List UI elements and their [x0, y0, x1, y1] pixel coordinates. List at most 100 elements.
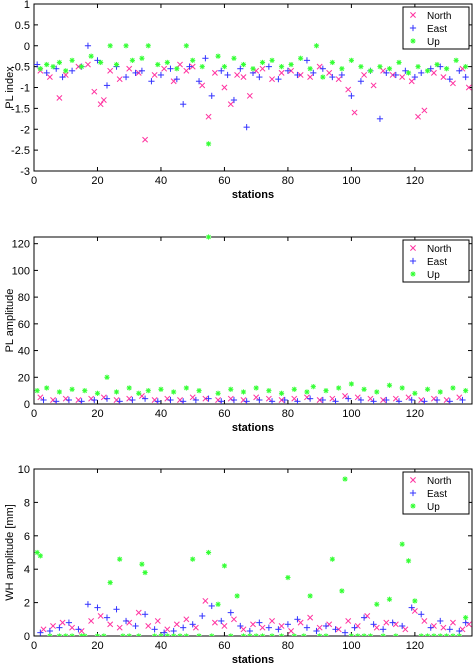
point-north [430, 69, 437, 76]
point-east [462, 73, 469, 81]
y-tick-label: 8 [24, 497, 30, 509]
point-east [399, 622, 406, 630]
y-axis-label: PL amplitude [4, 289, 16, 353]
x-axis-label: stations [232, 189, 274, 201]
y-tick-label: 6 [24, 531, 30, 543]
point-up [228, 633, 234, 636]
point-north [192, 624, 199, 631]
point-east [161, 629, 168, 636]
point-up [323, 388, 329, 394]
legend: North East Up [402, 471, 470, 515]
point-north [234, 72, 241, 78]
point-north [126, 65, 133, 72]
point-east [186, 63, 193, 70]
point-up [63, 68, 69, 74]
point-up [190, 556, 196, 562]
point-north [154, 618, 161, 624]
point-north [161, 65, 168, 72]
point-north [205, 113, 212, 120]
point-up [444, 633, 450, 636]
point-north [440, 624, 447, 631]
point-east [281, 396, 288, 404]
point-north [211, 69, 218, 76]
point-north [50, 623, 56, 629]
point-north [456, 394, 463, 401]
point-east [446, 626, 453, 633]
point-east [189, 621, 196, 628]
data-points [34, 234, 469, 404]
x-tick-label: 0 [31, 408, 37, 420]
point-north [151, 72, 158, 78]
point-up [412, 390, 418, 396]
y-tick-label: 120 [12, 239, 30, 251]
point-east [433, 396, 441, 404]
point-up [456, 633, 462, 636]
point-up [139, 55, 145, 61]
point-east [370, 398, 377, 404]
legend-marker-up [410, 38, 416, 44]
x-tick-label: 120 [406, 640, 424, 652]
point-up [94, 633, 101, 636]
point-up [136, 633, 142, 636]
point-north [91, 88, 98, 95]
point-east [329, 73, 336, 81]
point-up [196, 633, 202, 636]
point-up [107, 579, 113, 586]
point-north [202, 597, 209, 604]
point-east [218, 617, 225, 625]
point-east [208, 92, 215, 99]
point-east [446, 398, 453, 404]
point-north [326, 69, 333, 76]
legend-marker-north [410, 477, 416, 483]
point-north [227, 101, 234, 108]
point-up [317, 633, 323, 636]
point-up [215, 390, 221, 396]
point-east [224, 71, 231, 79]
point-north [278, 69, 285, 76]
point-east [230, 96, 238, 104]
point-up [69, 386, 75, 392]
point-up [142, 569, 148, 576]
point-up [215, 53, 221, 59]
y-tick-label: -3 [20, 166, 30, 178]
y-tick-label: 0 [24, 631, 30, 643]
point-north [465, 84, 472, 91]
point-up [259, 633, 266, 636]
x-tick-label: 120 [406, 175, 424, 187]
y-axis-label: WH amplitude [mm] [4, 504, 16, 601]
point-up [199, 64, 205, 70]
y-tick-label: -1.5 [11, 103, 30, 115]
point-east [91, 396, 98, 404]
point-north [288, 628, 295, 634]
chart-panel-1: 0 20 40 60 80 100 120 -3 -2.5 -2 -1.5 -1 -0.5 0 0.5 1 st… [4, 0, 473, 201]
point-up [386, 596, 393, 602]
point-up [209, 633, 215, 636]
legend-marker-north [410, 12, 416, 18]
point-up [301, 633, 307, 636]
point-north [408, 78, 415, 85]
point-north [373, 624, 380, 631]
point-up [183, 633, 189, 636]
point-east [310, 69, 317, 76]
point-north [100, 97, 107, 103]
point-up [123, 43, 129, 49]
x-tick-label: 60 [218, 640, 230, 652]
legend: North East Up [402, 239, 470, 283]
point-up [348, 57, 354, 63]
point-north [278, 397, 285, 403]
point-up [113, 389, 120, 395]
point-east [34, 61, 41, 68]
point-east [319, 396, 326, 404]
point-up [171, 389, 177, 395]
point-east [303, 57, 311, 64]
point-up [44, 61, 50, 68]
point-east [37, 629, 44, 636]
point-east [243, 124, 250, 131]
y-tick-label: 0 [24, 41, 30, 53]
point-east [332, 398, 339, 404]
x-tick-label: 80 [282, 640, 294, 652]
point-east [383, 69, 390, 76]
point-up [434, 61, 440, 68]
point-north [107, 67, 114, 74]
data-points [34, 476, 472, 636]
